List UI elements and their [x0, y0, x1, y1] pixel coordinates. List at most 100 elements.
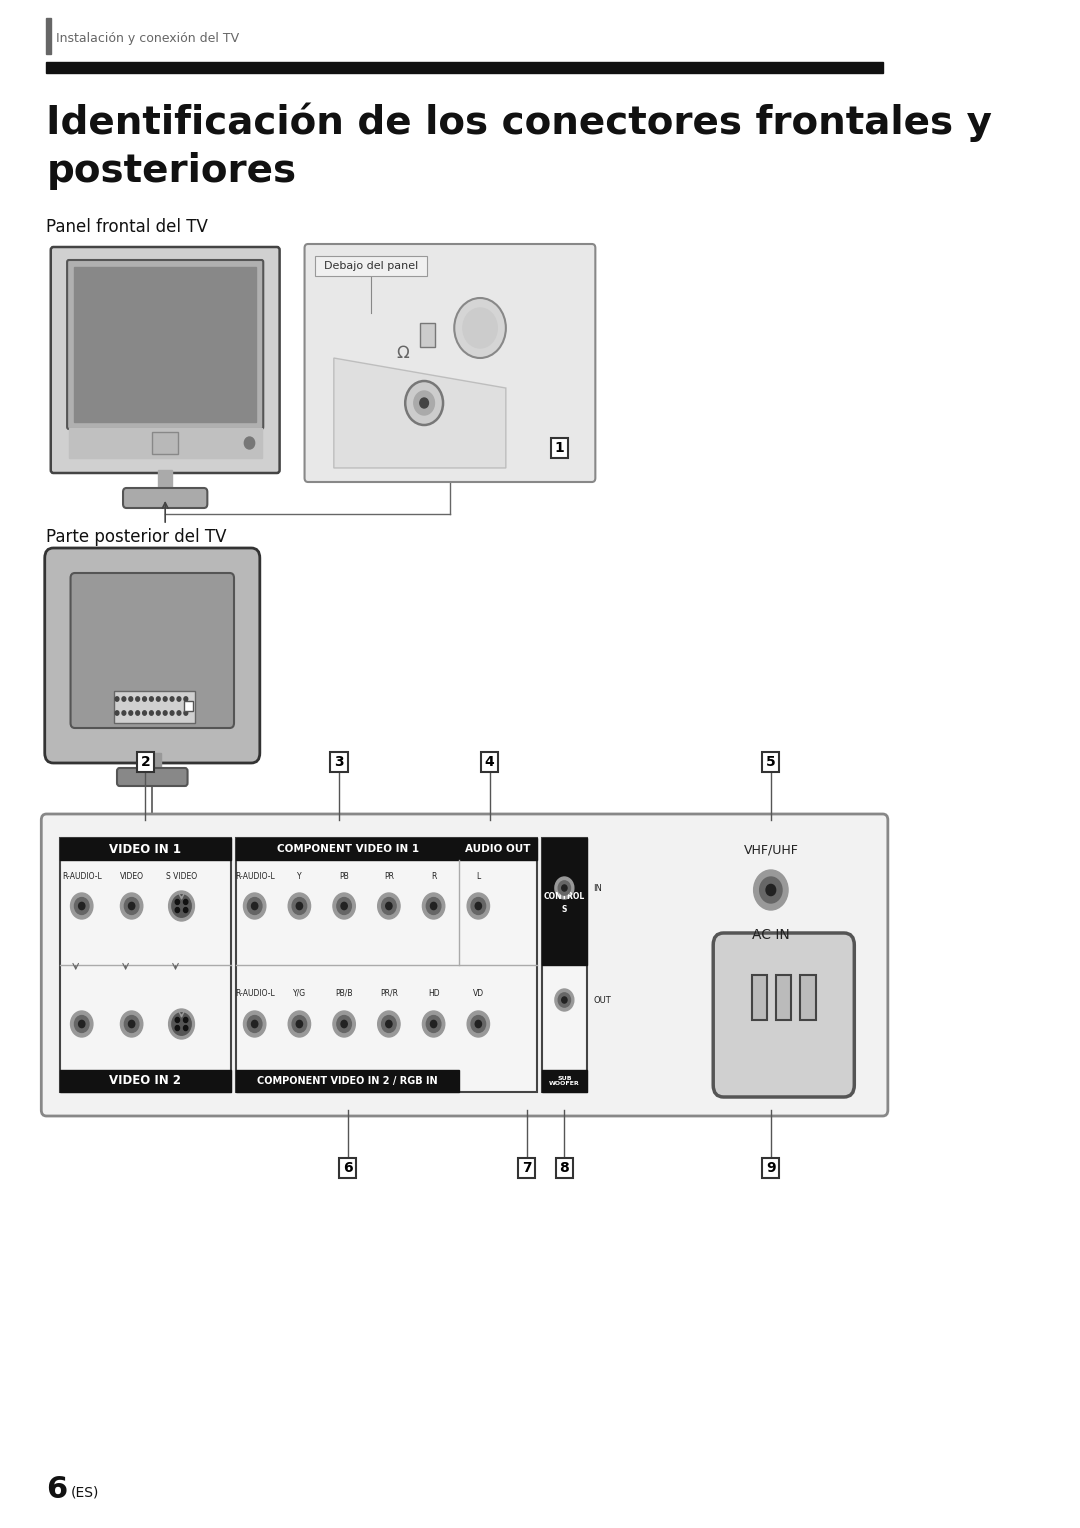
Circle shape — [288, 1012, 311, 1038]
Text: Ω: Ω — [396, 344, 409, 362]
Text: S VIDEO: S VIDEO — [166, 871, 197, 880]
Circle shape — [292, 1016, 307, 1033]
Circle shape — [243, 1012, 266, 1038]
Text: VD: VD — [473, 989, 484, 998]
Circle shape — [177, 697, 180, 701]
Circle shape — [70, 892, 93, 918]
Text: VHF/UHF: VHF/UHF — [743, 843, 798, 857]
Circle shape — [124, 1016, 139, 1033]
Text: 4: 4 — [485, 755, 495, 769]
Text: Debajo del panel: Debajo del panel — [324, 261, 418, 270]
Text: 9: 9 — [766, 1161, 775, 1175]
Text: Instalación y conexión del TV: Instalación y conexión del TV — [56, 32, 239, 44]
Circle shape — [177, 711, 180, 715]
Polygon shape — [334, 358, 505, 468]
Circle shape — [759, 877, 782, 903]
Circle shape — [247, 1016, 262, 1033]
Circle shape — [475, 903, 482, 909]
FancyBboxPatch shape — [123, 487, 207, 507]
Circle shape — [136, 711, 139, 715]
Text: S: S — [562, 905, 567, 914]
Bar — [144, 753, 161, 772]
Text: Panel frontal del TV: Panel frontal del TV — [46, 219, 208, 235]
Text: PR: PR — [383, 871, 394, 880]
Circle shape — [555, 989, 573, 1012]
Circle shape — [471, 1016, 486, 1033]
Circle shape — [149, 711, 153, 715]
Circle shape — [122, 711, 125, 715]
Circle shape — [184, 1025, 188, 1030]
Bar — [542, 1070, 586, 1093]
Circle shape — [122, 697, 125, 701]
Text: CONTROL: CONTROL — [543, 891, 585, 900]
FancyBboxPatch shape — [556, 1158, 573, 1178]
Bar — [777, 975, 792, 1021]
Text: 1: 1 — [554, 442, 564, 455]
FancyBboxPatch shape — [762, 1158, 780, 1178]
Circle shape — [143, 697, 147, 701]
Bar — [46, 63, 882, 73]
Circle shape — [475, 1021, 482, 1028]
Text: 3: 3 — [334, 755, 343, 769]
Text: IN: IN — [594, 883, 603, 892]
Circle shape — [252, 1021, 258, 1028]
FancyBboxPatch shape — [67, 260, 264, 429]
Circle shape — [296, 1021, 302, 1028]
Circle shape — [121, 1012, 143, 1038]
Text: posteriores: posteriores — [46, 151, 297, 189]
Text: Parte posterior del TV: Parte posterior del TV — [46, 529, 227, 545]
Circle shape — [79, 903, 85, 909]
Text: VIDEO IN 1: VIDEO IN 1 — [109, 842, 181, 856]
Bar — [60, 837, 230, 860]
Circle shape — [184, 697, 188, 701]
Text: 6: 6 — [46, 1476, 68, 1505]
Circle shape — [75, 897, 89, 914]
FancyBboxPatch shape — [330, 752, 348, 772]
Text: AUDIO OUT: AUDIO OUT — [465, 843, 531, 854]
Text: Y: Y — [297, 871, 301, 880]
Circle shape — [175, 1018, 179, 1022]
FancyBboxPatch shape — [70, 573, 234, 727]
Circle shape — [333, 1012, 355, 1038]
Circle shape — [157, 697, 160, 701]
Circle shape — [116, 697, 119, 701]
Circle shape — [184, 908, 188, 912]
Circle shape — [337, 1016, 351, 1033]
Text: 8: 8 — [559, 1161, 569, 1175]
Circle shape — [562, 996, 567, 1002]
Circle shape — [124, 897, 139, 914]
Circle shape — [79, 1021, 85, 1028]
Text: Identificación de los conectores frontales y: Identificación de los conectores frontal… — [46, 102, 993, 142]
Bar — [542, 837, 586, 1093]
Bar — [113, 691, 195, 723]
Circle shape — [386, 903, 392, 909]
Circle shape — [288, 892, 311, 918]
Circle shape — [558, 880, 570, 895]
Circle shape — [143, 711, 147, 715]
Text: R-AUDIO-L: R-AUDIO-L — [62, 871, 102, 880]
Bar — [235, 1070, 459, 1093]
Circle shape — [175, 908, 179, 912]
Text: R-AUDIO-L: R-AUDIO-L — [234, 871, 274, 880]
Text: 2: 2 — [140, 755, 150, 769]
Text: 5: 5 — [766, 755, 775, 769]
Bar — [459, 837, 537, 860]
Circle shape — [175, 900, 179, 905]
Circle shape — [136, 697, 139, 701]
Circle shape — [247, 897, 262, 914]
Circle shape — [766, 885, 775, 895]
Circle shape — [341, 1021, 348, 1028]
Text: L: L — [476, 871, 481, 880]
Circle shape — [129, 903, 135, 909]
FancyBboxPatch shape — [518, 1158, 535, 1178]
Bar — [752, 975, 768, 1021]
Text: R: R — [431, 871, 436, 880]
Circle shape — [149, 697, 153, 701]
Circle shape — [333, 892, 355, 918]
Circle shape — [296, 903, 302, 909]
Circle shape — [168, 891, 194, 921]
Bar — [315, 257, 427, 277]
Circle shape — [431, 1021, 436, 1028]
Circle shape — [172, 895, 191, 917]
Text: R-AUDIO-L: R-AUDIO-L — [234, 989, 274, 998]
